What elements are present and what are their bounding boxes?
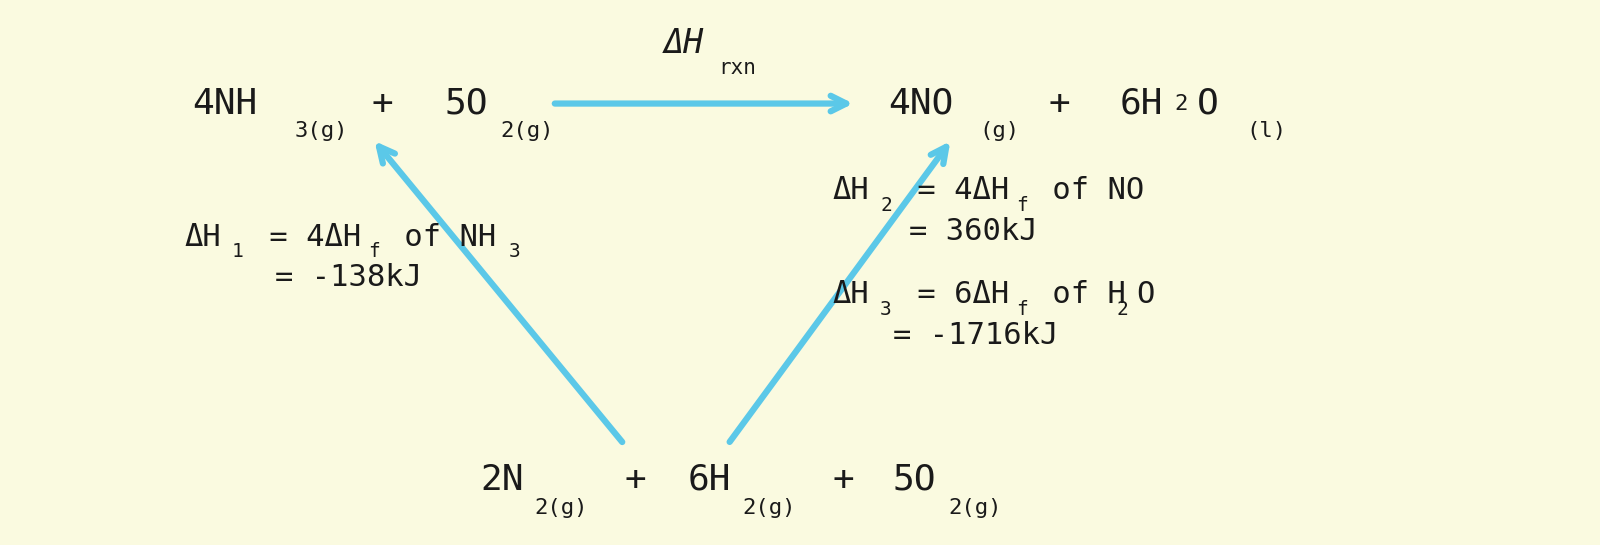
Text: 4NO: 4NO	[888, 87, 954, 120]
Text: = 360kJ: = 360kJ	[909, 217, 1037, 246]
Text: 2(g): 2(g)	[742, 498, 795, 518]
Text: f: f	[1016, 300, 1027, 318]
Text: 1: 1	[232, 243, 243, 261]
Text: +: +	[1048, 87, 1070, 120]
Text: = -1716kJ: = -1716kJ	[893, 320, 1058, 350]
Text: (l): (l)	[1246, 121, 1286, 141]
Text: of NO: of NO	[1034, 176, 1144, 205]
Text: ΔH: ΔH	[832, 280, 869, 309]
Text: 4NH: 4NH	[192, 87, 258, 120]
Text: 2(g): 2(g)	[949, 498, 1002, 518]
Text: +: +	[832, 463, 854, 496]
Text: 3: 3	[509, 243, 520, 261]
Text: f: f	[1016, 196, 1027, 215]
Text: 3(g): 3(g)	[294, 121, 347, 141]
Text: +: +	[624, 463, 646, 496]
Text: 2(g): 2(g)	[534, 498, 587, 518]
Text: 5O: 5O	[893, 463, 936, 496]
Text: ΔH: ΔH	[832, 176, 869, 205]
Text: ΔH: ΔH	[184, 222, 221, 252]
Text: = 4ΔH: = 4ΔH	[899, 176, 1010, 205]
Text: rxn: rxn	[718, 58, 757, 77]
Text: 6H: 6H	[1120, 87, 1163, 120]
Text: +: +	[371, 87, 394, 120]
Text: 2: 2	[1174, 94, 1187, 113]
Text: 2: 2	[880, 196, 891, 215]
Text: 5O: 5O	[445, 87, 488, 120]
Text: ΔH: ΔH	[664, 27, 704, 60]
Text: 2N: 2N	[480, 463, 523, 496]
Text: = 6ΔH: = 6ΔH	[899, 280, 1010, 309]
Text: 6H: 6H	[688, 463, 731, 496]
Text: 3: 3	[880, 300, 891, 318]
Text: O: O	[1197, 87, 1219, 120]
Text: of H: of H	[1034, 280, 1125, 309]
Text: = 4ΔH: = 4ΔH	[251, 222, 362, 252]
Text: O: O	[1136, 280, 1154, 309]
Text: 2(g): 2(g)	[501, 121, 554, 141]
Text: f: f	[368, 243, 379, 261]
Text: of NH: of NH	[386, 222, 496, 252]
Text: 2: 2	[1117, 300, 1128, 318]
Text: = -138kJ: = -138kJ	[275, 263, 422, 293]
Text: (g): (g)	[979, 121, 1019, 141]
